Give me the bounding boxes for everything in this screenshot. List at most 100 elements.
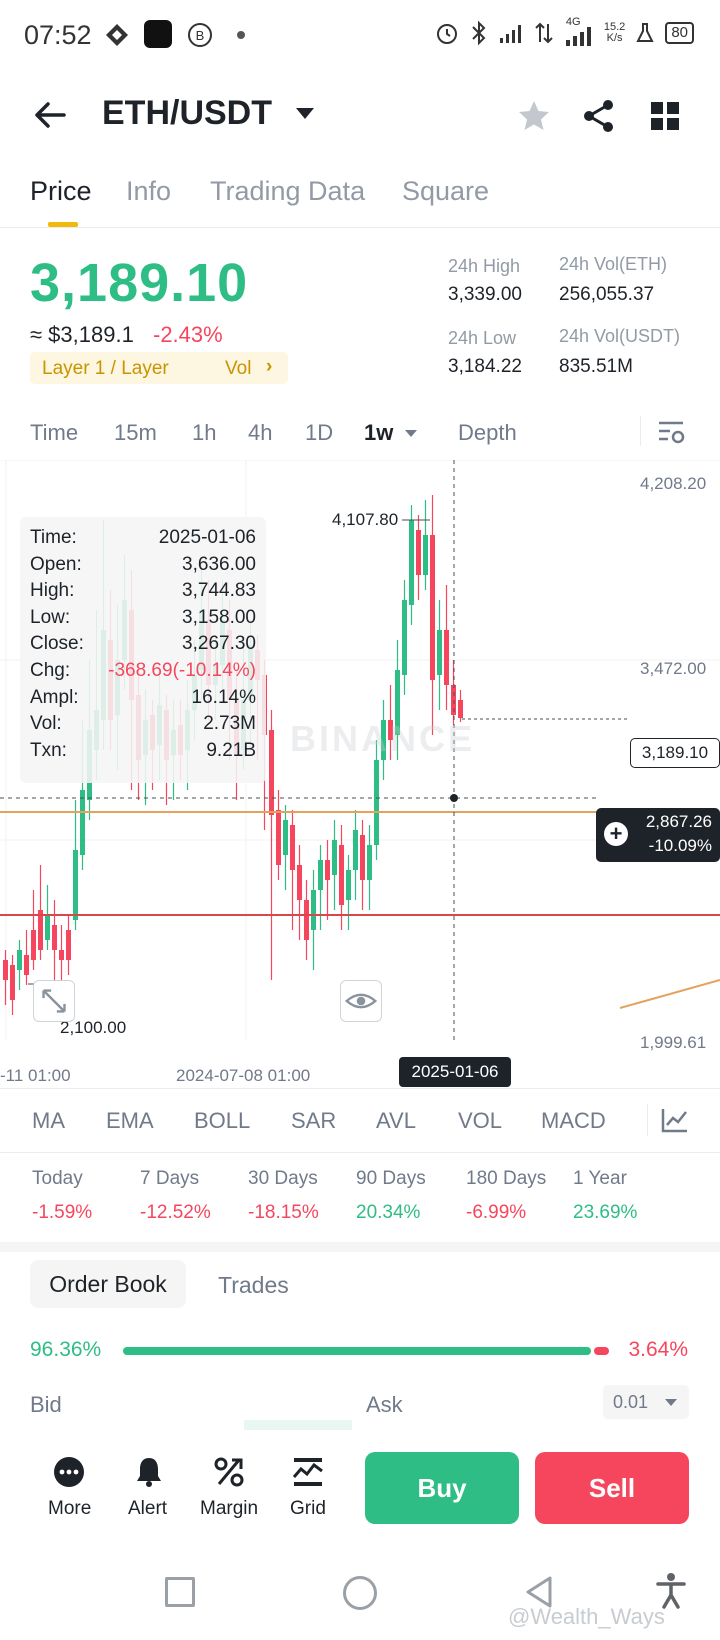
tab-trading-data[interactable]: Trading Data [210,176,366,206]
low-value: 3,184.22 [448,356,522,377]
indicator-vol[interactable]: VOL [458,1108,503,1133]
indicator-settings-icon[interactable] [660,1106,690,1134]
app-notification-icon [144,20,172,48]
tab-trades[interactable]: Trades [218,1272,289,1298]
grid-bot-icon[interactable] [291,1455,325,1489]
alert-label[interactable]: Alert [128,1498,168,1519]
candle-body [409,520,414,605]
sell-button[interactable]: Sell [535,1452,689,1524]
last-price: 3,189.10 [30,253,249,313]
interval-1h[interactable]: 1h [192,420,217,445]
vol-eth-value: 256,055.37 [559,284,655,305]
perf-label: 90 Days [356,1168,426,1189]
net-speed-value: 15.2 [603,21,626,33]
candle-body [402,600,407,675]
candle-body [395,670,400,735]
network-label: 4G [565,16,581,28]
tab-square[interactable]: Square [402,176,490,206]
chevron-right-icon: › [266,356,273,377]
indicator-ma[interactable]: MA [32,1108,65,1133]
tooltip-key: Time: [30,527,77,548]
tooltip-value: 3,744.83 [182,580,256,602]
image-watermark: @Wealth_Ways [508,1604,665,1629]
active-tab-indicator [48,222,78,227]
nav-home-icon[interactable] [343,1576,377,1610]
back-arrow-icon[interactable] [30,95,70,135]
x-tick-1: -11 01:00 [0,1066,71,1085]
candle-body [290,825,295,870]
indicator-ema[interactable]: EMA [106,1108,154,1133]
eye-toggle-icon[interactable] [340,980,382,1022]
tooltip-value: 16.14% [191,686,256,708]
crosshair-price-box[interactable]: + 2,867.26 -10.09% [596,808,720,862]
more-label[interactable]: More [48,1498,92,1519]
nav-back-icon[interactable] [523,1574,555,1610]
data-arrows-icon [535,22,553,44]
margin-icon[interactable] [212,1455,246,1489]
tab-order-book[interactable]: Order Book [30,1260,186,1308]
crosshair-pct: -10.09% [648,836,712,855]
crosshair-dot [450,794,458,802]
chart-settings-icon[interactable] [656,418,686,446]
ask-ratio-bar [594,1347,609,1355]
perf-label: 7 Days [140,1168,200,1189]
candle-body [52,925,57,950]
grid-label[interactable]: Grid [290,1498,326,1519]
signal-4g: 4G [564,16,594,46]
candle-body [437,630,442,675]
status-time: 07:52 [24,20,92,50]
pair-dropdown-icon[interactable] [296,108,314,119]
candle-body [3,960,8,980]
perf-label: 1 Year [573,1168,627,1189]
nav-recents-icon[interactable] [165,1577,195,1607]
margin-label[interactable]: Margin [200,1498,259,1519]
indicator-macd[interactable]: MACD [541,1108,606,1133]
interval-dropdown-icon[interactable] [405,430,417,437]
interval-1w[interactable]: 1w [364,420,394,445]
favorite-star-icon[interactable] [515,97,553,135]
candle-body [332,840,337,875]
net-speed-unit: K/s [606,32,623,44]
interval-15m[interactable]: 15m [114,420,157,445]
tooltip-value: 3,636.00 [182,553,256,575]
indicator-avl[interactable]: AVL [376,1108,416,1133]
candle-body [430,535,435,680]
tabs-divider [0,227,720,228]
tab-info[interactable]: Info [126,176,172,206]
interval-4h[interactable]: 4h [248,420,273,445]
buy-button[interactable]: Buy [365,1452,519,1524]
perf-value: -1.59% [32,1202,93,1223]
vol-usdt-label: 24h Vol(USDT) [559,326,681,346]
pair-title[interactable]: ETH/USDT [102,94,272,132]
alert-bell-icon[interactable] [132,1455,166,1489]
tab-price[interactable]: Price [30,176,92,206]
min-price-label: 2,100.00 [60,1018,127,1037]
price-step-select[interactable]: 0.01 [603,1385,689,1419]
category-tag[interactable]: Layer 1 / Layer Vol › [30,352,288,384]
accessibility-icon[interactable] [655,1572,687,1610]
add-alert-plus-icon[interactable]: + [604,822,628,846]
interval-1d[interactable]: 1D [305,420,334,445]
candle-body [318,860,323,890]
svg-text:B: B [196,28,205,43]
more-icon[interactable] [52,1455,86,1489]
candle-body [38,910,43,950]
grid-menu-icon[interactable] [646,97,684,135]
tooltip-value: 2.73M [203,713,256,735]
ask-column-label: Ask [366,1392,403,1417]
expand-chart-icon[interactable] [33,980,75,1022]
share-icon[interactable] [580,97,618,135]
candle-body [325,860,330,880]
interval-time[interactable]: Time [30,420,79,445]
step-dropdown-icon [665,1399,677,1406]
indicator-divider-line [0,1152,720,1153]
signal-4g-icon [565,27,591,46]
price-change-pct: -2.43% [153,322,223,347]
candle-body [269,730,274,815]
indicator-sar[interactable]: SAR [291,1108,337,1133]
battery: 80 [665,22,694,44]
interval-depth[interactable]: Depth [458,420,517,445]
indicator-boll[interactable]: BOLL [194,1108,251,1133]
perf-value: 20.34% [356,1202,421,1223]
trend-line [619,979,720,1009]
